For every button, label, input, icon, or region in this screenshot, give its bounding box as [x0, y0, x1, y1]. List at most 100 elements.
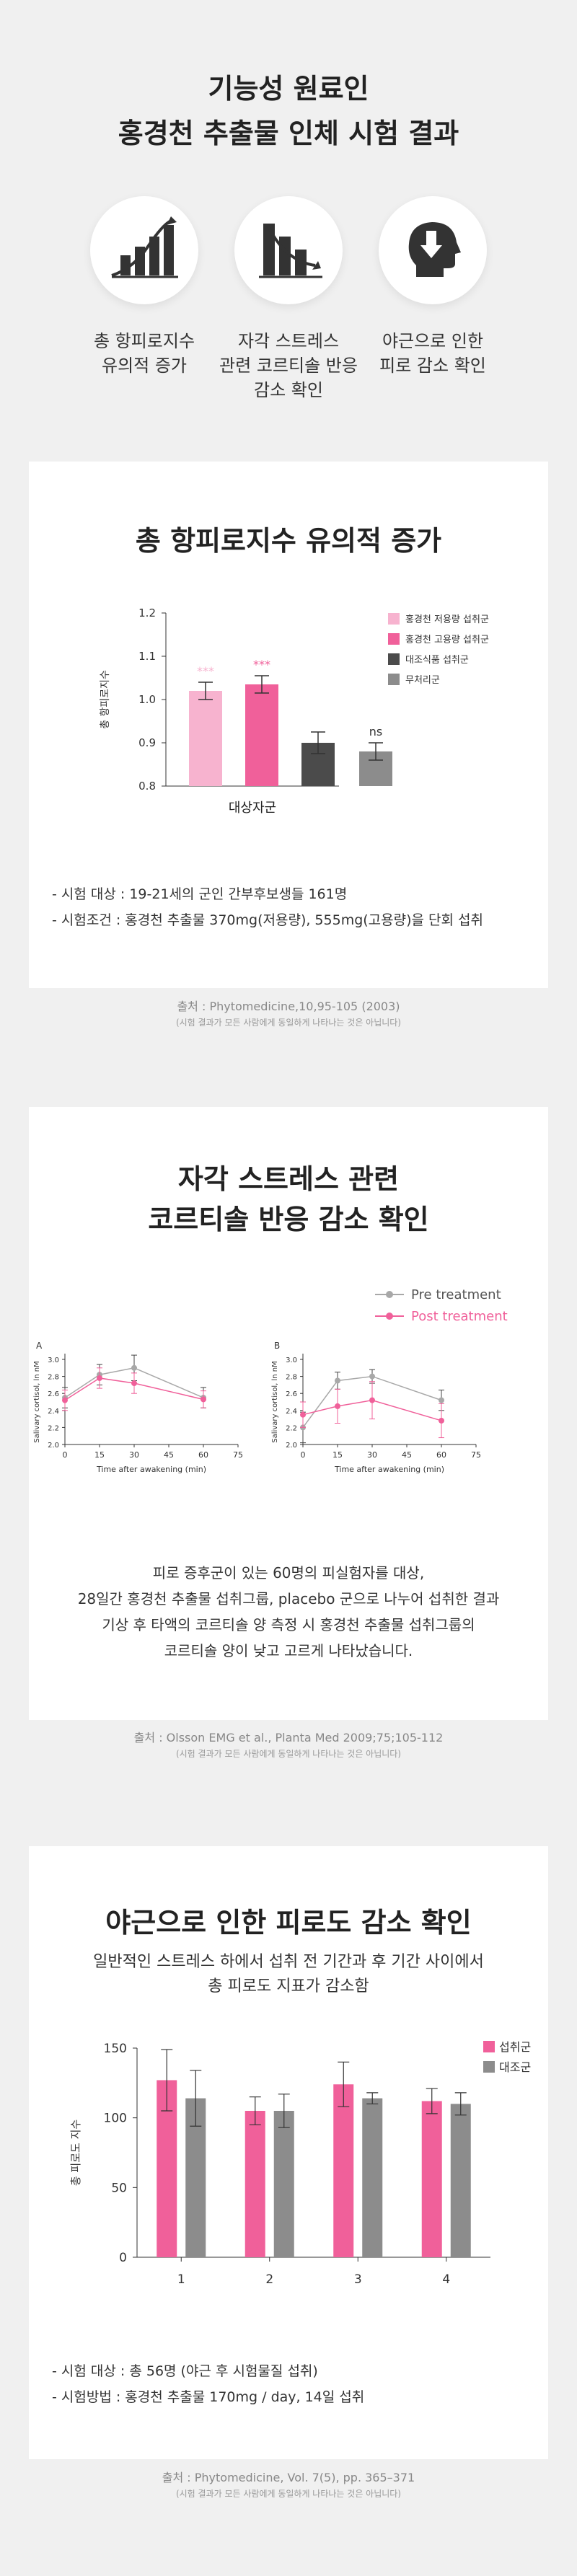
section-title: 자각 스트레스 관련 코르티솔 반응 감소 확인	[148, 1163, 429, 1235]
series-line	[64, 1377, 204, 1401]
x-tick-label: 3	[354, 2272, 362, 2287]
y-tick-label: 2.4	[286, 1408, 297, 1416]
summary-item-fatigue-index: 총 항피로지수 유의적 증가	[58, 196, 231, 378]
source-citation: 출처 : Phytomedicine,10,95-105 (2003) (시험 …	[175, 1000, 402, 1028]
legend-swatch	[483, 2061, 495, 2073]
legend-swatch	[388, 633, 400, 645]
section-subtitle: 일반적인 스트레스 하에서 섭취 전 기간과 후 기간 사이에서 총 피로도 지…	[93, 1953, 484, 1995]
x-axis-label: 대상자군	[229, 800, 276, 816]
y-tick-label: 0	[119, 2251, 127, 2265]
legend-swatch	[388, 674, 400, 685]
x-tick-label: 30	[129, 1450, 139, 1460]
data-point	[335, 1377, 340, 1384]
y-tick-label: 100	[104, 2112, 127, 2126]
legend-swatch	[388, 653, 400, 665]
series-line	[64, 1367, 204, 1398]
summary-item-label: 야근으로 인한 피로 감소 확인	[379, 331, 486, 376]
summary-item-label: 총 항피로지수 유의적 증가	[93, 331, 195, 376]
bar	[333, 2084, 354, 2257]
page-title-line2: 홍경천 추출물 인체 시험 결과	[118, 118, 459, 149]
bar	[421, 2101, 442, 2257]
x-tick-label: 0	[301, 1450, 306, 1460]
data-point	[369, 1373, 375, 1380]
y-tick-label: 3.0	[48, 1357, 59, 1364]
x-tick-label: 1	[177, 2272, 185, 2287]
page-title-line1: 기능성 원료인	[208, 73, 369, 105]
data-point	[300, 1411, 306, 1418]
y-tick-label: 3.0	[286, 1357, 297, 1364]
series-line	[302, 1375, 442, 1428]
y-tick-label: 2.0	[48, 1442, 59, 1450]
data-point	[201, 1396, 206, 1403]
legend-marker	[386, 1291, 393, 1298]
bar	[189, 691, 222, 786]
summary-item-night-work: 야근으로 인한 피로 감소 확인	[346, 196, 519, 378]
y-tick-label: 150	[104, 2042, 127, 2056]
bar-growth-icon	[90, 196, 198, 304]
note-line: - 시험 대상 : 총 56명 (야근 후 시험물질 섭취)	[52, 2363, 318, 2379]
x-tick-label: 45	[402, 1450, 412, 1460]
data-point	[335, 1403, 340, 1409]
section-title: 총 항피로지수 유의적 증가	[135, 525, 442, 557]
y-axis-label: Salivary cortisol, ln nM	[33, 1361, 41, 1442]
page-title: 기능성 원료인 홍경천 추출물 인체 시험 결과	[0, 66, 577, 156]
section-cortisol: 자각 스트레스 관련 코르티솔 반응 감소 확인 Pre treatment Po…	[29, 1107, 548, 1720]
y-tick-label: 0.8	[138, 780, 156, 793]
y-tick-label: 1.1	[138, 650, 156, 663]
legend-label: 홍경천 저용량 섭취군	[405, 614, 489, 625]
legend-label: 홍경천 고용량 섭취군	[405, 635, 489, 645]
data-point	[131, 1364, 137, 1371]
source-citation: 출처 : Olsson EMG et al., Planta Med 2009;…	[133, 1731, 444, 1759]
legend-label: 대조식품 섭취군	[405, 655, 469, 666]
y-tick-label: 2.0	[286, 1442, 297, 1450]
y-tick-label: 0.9	[138, 736, 156, 749]
legend-swatch	[388, 613, 400, 625]
y-axis-label: 총 항피로지수	[100, 670, 111, 729]
note-line: - 시험 대상 : 19-21세의 군인 간부후보생들 161명	[52, 886, 348, 902]
y-axis-label: Salivary cortisol, ln nM	[271, 1361, 279, 1442]
data-point	[97, 1375, 102, 1381]
y-tick-label: 1.2	[138, 606, 156, 619]
y-tick-label: 2.4	[48, 1408, 59, 1416]
section-notes: - 시험 대상 : 19-21세의 군인 간부후보생들 161명 - 시험조건 …	[52, 881, 483, 933]
legend-label: Pre treatment	[411, 1287, 501, 1302]
head-down-arrow-icon	[379, 196, 487, 304]
x-tick-label: 30	[367, 1450, 377, 1460]
section-title: 야근으로 인한 피로도 감소 확인	[105, 1907, 472, 1938]
y-axis-label: 총 피로도 지수	[69, 2120, 82, 2186]
panel-label: A	[36, 1341, 43, 1351]
y-tick-label: 1.0	[138, 693, 156, 706]
bar-decline-icon	[234, 196, 343, 304]
x-tick-label: 2	[265, 2272, 273, 2287]
y-tick-label: 2.6	[286, 1390, 297, 1398]
x-axis-label: Time after awakening (min)	[334, 1465, 444, 1474]
series-line	[302, 1399, 442, 1421]
bar	[273, 2111, 294, 2257]
legend-label: Post treatment	[411, 1309, 508, 1324]
data-point	[131, 1380, 137, 1387]
y-tick-label: 2.6	[48, 1390, 59, 1398]
x-tick-label: 75	[471, 1450, 481, 1460]
summary-item-cortisol: 자각 스트레스 관련 코르티솔 반응 감소 확인	[202, 196, 375, 402]
legend-label: 대조군	[499, 2060, 531, 2074]
bar	[362, 2098, 383, 2257]
x-tick-label: 15	[332, 1450, 343, 1460]
note-line: - 시험조건 : 홍경천 추출물 370mg(저용량), 555mg(고용량)을…	[52, 912, 484, 928]
x-tick-label: 75	[233, 1450, 243, 1460]
x-tick-label: 4	[442, 2272, 450, 2287]
legend-swatch	[483, 2041, 495, 2052]
source-citation: 출처 : Phytomedicine, Vol. 7(5), pp. 365–3…	[162, 2471, 415, 2499]
y-tick-label: 2.2	[48, 1424, 59, 1432]
data-point	[369, 1397, 375, 1403]
y-tick-label: 2.2	[286, 1424, 297, 1432]
y-tick-label: 2.8	[286, 1374, 297, 1382]
section-notes: - 시험 대상 : 총 56명 (야근 후 시험물질 섭취) - 시험방법 : …	[52, 2358, 364, 2410]
x-tick-label: 60	[436, 1450, 446, 1460]
section-paragraph: 피로 증후군이 있는 60명의 피실험자를 대상, 28일간 홍경천 추출물 섭…	[77, 1564, 500, 1659]
legend-label: 무처리군	[405, 675, 440, 686]
x-tick-label: 0	[63, 1450, 68, 1460]
x-tick-label: 15	[94, 1450, 105, 1460]
x-axis-label: Time after awakening (min)	[96, 1465, 206, 1474]
header: 기능성 원료인 홍경천 추출물 인체 시험 결과 총	[0, 0, 577, 462]
